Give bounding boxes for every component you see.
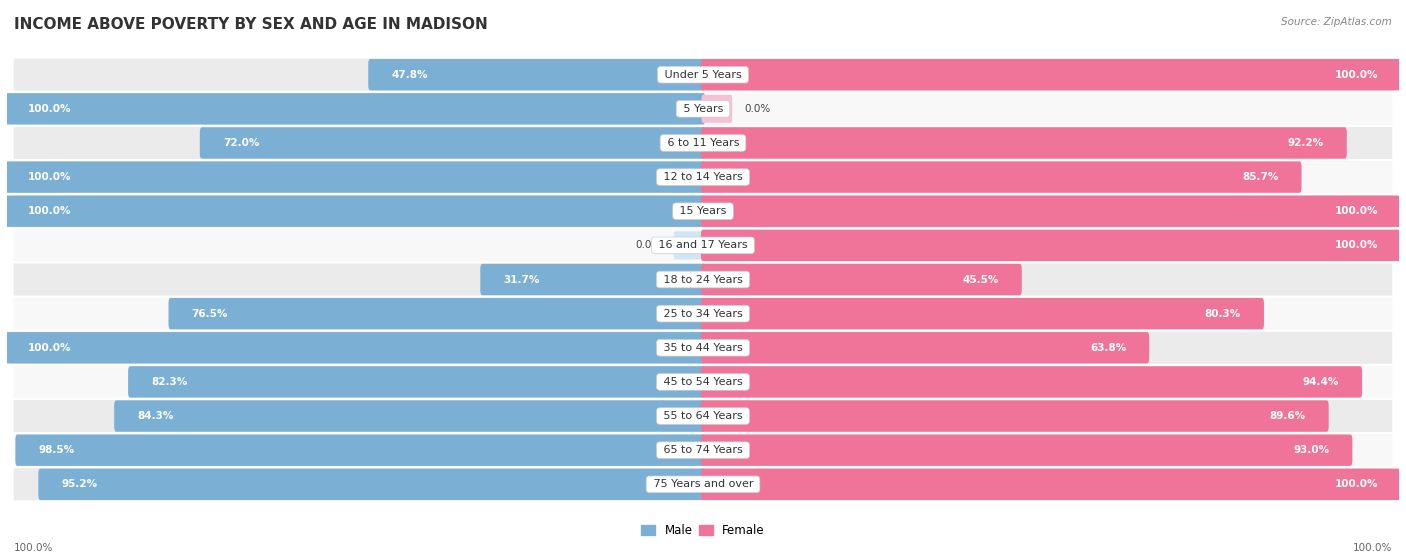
Text: 100.0%: 100.0% <box>14 543 53 553</box>
Text: 93.0%: 93.0% <box>1294 445 1330 455</box>
Text: 75 Years and over: 75 Years and over <box>650 479 756 489</box>
Text: 92.2%: 92.2% <box>1288 138 1324 148</box>
Text: 35 to 44 Years: 35 to 44 Years <box>659 343 747 353</box>
Text: 98.5%: 98.5% <box>38 445 75 455</box>
Text: 25 to 34 Years: 25 to 34 Years <box>659 309 747 319</box>
FancyBboxPatch shape <box>702 400 1329 432</box>
FancyBboxPatch shape <box>702 59 1400 91</box>
Text: 0.0%: 0.0% <box>636 240 661 250</box>
Legend: Male, Female: Male, Female <box>637 519 769 542</box>
Text: 0.0%: 0.0% <box>745 104 770 114</box>
FancyBboxPatch shape <box>702 162 1302 193</box>
FancyBboxPatch shape <box>200 127 704 159</box>
Text: 45.5%: 45.5% <box>963 274 998 285</box>
Text: 100.0%: 100.0% <box>28 343 72 353</box>
Text: 55 to 64 Years: 55 to 64 Years <box>659 411 747 421</box>
FancyBboxPatch shape <box>14 229 1392 262</box>
Text: 89.6%: 89.6% <box>1270 411 1306 421</box>
Text: 85.7%: 85.7% <box>1241 172 1278 182</box>
FancyBboxPatch shape <box>481 264 704 295</box>
Text: 94.4%: 94.4% <box>1303 377 1339 387</box>
FancyBboxPatch shape <box>6 162 704 193</box>
Text: 6 to 11 Years: 6 to 11 Years <box>664 138 742 148</box>
FancyBboxPatch shape <box>702 366 1362 397</box>
Text: 100.0%: 100.0% <box>1334 206 1378 216</box>
Text: 100.0%: 100.0% <box>28 172 72 182</box>
Text: 47.8%: 47.8% <box>391 70 427 80</box>
FancyBboxPatch shape <box>702 95 733 123</box>
FancyBboxPatch shape <box>15 434 704 466</box>
Text: INCOME ABOVE POVERTY BY SEX AND AGE IN MADISON: INCOME ABOVE POVERTY BY SEX AND AGE IN M… <box>14 17 488 32</box>
FancyBboxPatch shape <box>38 468 704 500</box>
Text: 5 Years: 5 Years <box>679 104 727 114</box>
FancyBboxPatch shape <box>14 331 1392 364</box>
Text: 12 to 14 Years: 12 to 14 Years <box>659 172 747 182</box>
FancyBboxPatch shape <box>6 332 704 363</box>
FancyBboxPatch shape <box>114 400 704 432</box>
FancyBboxPatch shape <box>673 231 704 259</box>
FancyBboxPatch shape <box>14 161 1392 193</box>
FancyBboxPatch shape <box>702 264 1022 295</box>
Text: 72.0%: 72.0% <box>222 138 259 148</box>
FancyBboxPatch shape <box>6 93 704 125</box>
FancyBboxPatch shape <box>14 400 1392 432</box>
Text: 76.5%: 76.5% <box>191 309 228 319</box>
Text: 100.0%: 100.0% <box>28 104 72 114</box>
Text: 82.3%: 82.3% <box>150 377 187 387</box>
Text: 95.2%: 95.2% <box>62 479 97 489</box>
FancyBboxPatch shape <box>14 127 1392 159</box>
FancyBboxPatch shape <box>368 59 704 91</box>
FancyBboxPatch shape <box>702 332 1149 363</box>
Text: 100.0%: 100.0% <box>1334 479 1378 489</box>
Text: 100.0%: 100.0% <box>1353 543 1392 553</box>
Text: 63.8%: 63.8% <box>1090 343 1126 353</box>
FancyBboxPatch shape <box>128 366 704 397</box>
FancyBboxPatch shape <box>702 468 1400 500</box>
Text: 84.3%: 84.3% <box>138 411 173 421</box>
FancyBboxPatch shape <box>6 196 704 227</box>
FancyBboxPatch shape <box>169 298 704 329</box>
FancyBboxPatch shape <box>14 195 1392 228</box>
Text: 15 Years: 15 Years <box>676 206 730 216</box>
FancyBboxPatch shape <box>14 468 1392 500</box>
Text: 45 to 54 Years: 45 to 54 Years <box>659 377 747 387</box>
FancyBboxPatch shape <box>14 434 1392 466</box>
FancyBboxPatch shape <box>14 263 1392 296</box>
Text: 65 to 74 Years: 65 to 74 Years <box>659 445 747 455</box>
Text: Under 5 Years: Under 5 Years <box>661 70 745 80</box>
FancyBboxPatch shape <box>702 230 1400 261</box>
Text: 18 to 24 Years: 18 to 24 Years <box>659 274 747 285</box>
FancyBboxPatch shape <box>702 196 1400 227</box>
FancyBboxPatch shape <box>14 93 1392 125</box>
Text: 16 and 17 Years: 16 and 17 Years <box>655 240 751 250</box>
Text: 31.7%: 31.7% <box>503 274 540 285</box>
Text: 100.0%: 100.0% <box>28 206 72 216</box>
FancyBboxPatch shape <box>14 59 1392 91</box>
FancyBboxPatch shape <box>702 434 1353 466</box>
FancyBboxPatch shape <box>14 297 1392 330</box>
FancyBboxPatch shape <box>14 366 1392 398</box>
FancyBboxPatch shape <box>702 298 1264 329</box>
Text: 100.0%: 100.0% <box>1334 70 1378 80</box>
Text: 80.3%: 80.3% <box>1205 309 1241 319</box>
Text: 100.0%: 100.0% <box>1334 240 1378 250</box>
Text: Source: ZipAtlas.com: Source: ZipAtlas.com <box>1281 17 1392 27</box>
FancyBboxPatch shape <box>702 127 1347 159</box>
